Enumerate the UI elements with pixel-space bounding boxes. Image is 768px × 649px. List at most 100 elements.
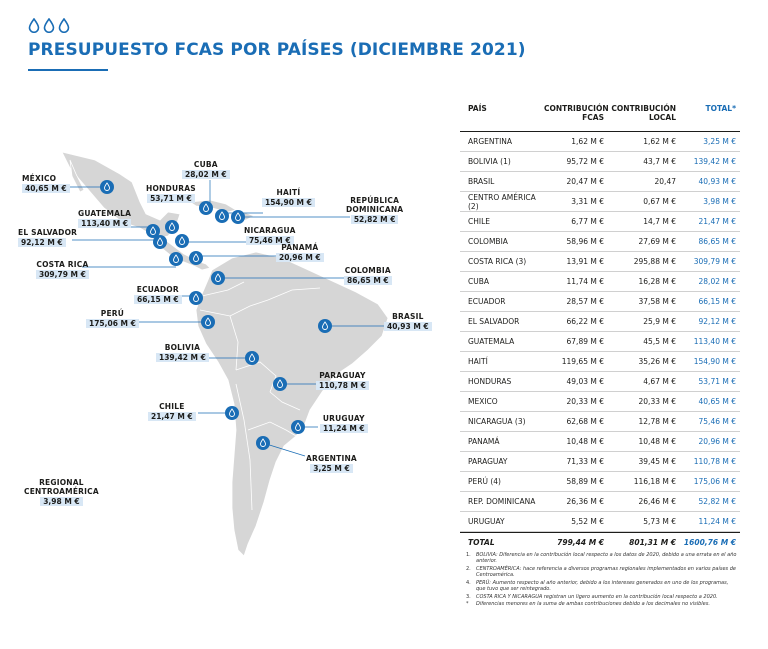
cell-country: PERÚ (4) — [468, 477, 501, 486]
cell-local: 39,45 M € — [638, 457, 676, 466]
cell-total: 52,82 M € — [698, 497, 736, 506]
footnote-key: 2. — [466, 565, 471, 572]
latin-america-map: MÉXICO 40,65 M € CUBA 28,02 M € HONDURAS 53… — [0, 130, 450, 570]
label-el-salvador: EL SALVADOR 92,12 M € — [18, 228, 78, 247]
cell-fcas: 49,03 M € — [566, 377, 604, 386]
label-costa-rica: COSTA RICA 309,79 M € — [36, 260, 89, 279]
cell-fcas: 66,22 M € — [566, 317, 604, 326]
total-local: 801,31 M € — [629, 538, 676, 547]
label-panama: PANAMÁ 20,96 M € — [276, 243, 324, 262]
cell-total: 309,79 M € — [693, 257, 736, 266]
map-marker-colombia — [211, 271, 225, 285]
budget-table: PAÍS CONTRIBUCIÓN FCAS CONTRIBUCIÓN LOCA… — [460, 100, 740, 552]
map-marker-honduras-2 — [175, 234, 189, 248]
cell-local: 26,46 M € — [638, 497, 676, 506]
table-row: ECUADOR 28,57 M € 37,58 M € 66,15 M € — [460, 292, 740, 312]
total-fcas: 799,44 M € — [557, 538, 604, 547]
cell-country: MEXICO — [468, 397, 498, 406]
cell-country: COLOMBIA — [468, 237, 508, 246]
cell-fcas: 20,47 M € — [566, 177, 604, 186]
map-marker-peru — [201, 315, 215, 329]
cell-fcas: 1,62 M € — [571, 137, 604, 146]
label-colombia: COLOMBIA 86,65 M € — [344, 266, 392, 285]
table-row: PARAGUAY 71,33 M € 39,45 M € 110,78 M € — [460, 452, 740, 472]
cell-total: 66,15 M € — [698, 297, 736, 306]
cell-fcas: 28,57 M € — [566, 297, 604, 306]
cell-fcas: 119,65 M € — [561, 357, 604, 366]
water-drop-icon — [43, 18, 55, 33]
table-body: ARGENTINA 1,62 M € 1,62 M € 3,25 M € BOLIVIA… — [460, 132, 740, 532]
label-cuba: CUBA 28,02 M € — [182, 160, 230, 179]
label-ecuador: ECUADOR 66,15 M € — [134, 285, 182, 304]
table-row: HONDURAS 49,03 M € 4,67 M € 53,71 M € — [460, 372, 740, 392]
cell-country: HONDURAS — [468, 377, 512, 386]
table-row: COLOMBIA 58,96 M € 27,69 M € 86,65 M € — [460, 232, 740, 252]
markers — [100, 180, 332, 450]
cell-local: 20,47 — [654, 177, 676, 186]
cell-country: GUATEMALA — [468, 337, 515, 346]
south-america-land — [195, 251, 389, 557]
total-label: TOTAL — [468, 538, 495, 547]
map-marker-brasil — [318, 319, 332, 333]
table-row: EL SALVADOR 66,22 M € 25,9 M € 92,12 M € — [460, 312, 740, 332]
cell-total: 40,93 M € — [698, 177, 736, 186]
cell-local: 37,58 M € — [638, 297, 676, 306]
table-row: CENTRO AMÉRICA (2) 3,31 M € 0,67 M € 3,98 M… — [460, 192, 740, 212]
label-bolivia: BOLIVIA 139,42 M € — [156, 343, 209, 362]
cell-total: 92,12 M € — [698, 317, 736, 326]
cell-local: 10,48 M € — [638, 437, 676, 446]
header-country: PAÍS — [468, 104, 487, 113]
table-row: URUGUAY 5,52 M € 5,73 M € 11,24 M € — [460, 512, 740, 532]
total-sum: 1600,76 M € — [683, 538, 736, 547]
cell-fcas: 67,89 M € — [566, 337, 604, 346]
cell-country: ARGENTINA — [468, 137, 513, 146]
map-marker-mexico — [100, 180, 114, 194]
cell-country: HAITÍ — [468, 357, 488, 366]
table-row: MEXICO 20,33 M € 20,33 M € 40,65 M € — [460, 392, 740, 412]
table-row: PERÚ (4) 58,89 M € 116,18 M € 175,06 M € — [460, 472, 740, 492]
label-uruguay: URUGUAY 11,24 M € — [320, 414, 368, 433]
footnote: 4. PERÚ: Aumento respecto al año anterior… — [466, 580, 738, 592]
map-marker-panama — [189, 251, 203, 265]
header-fcas: CONTRIBUCIÓN FCAS — [544, 104, 609, 122]
label-peru: PERÚ 175,06 M € — [86, 309, 139, 328]
label-guatemala: GUATEMALA 113,40 M € — [78, 209, 132, 228]
cell-total: 110,78 M € — [693, 457, 736, 466]
page-title: PRESUPUESTO FCAS POR PAÍSES (DICIEMBRE 2… — [28, 40, 526, 60]
map-marker-uruguay — [291, 420, 305, 434]
cell-fcas: 5,52 M € — [571, 517, 604, 526]
cell-fcas: 11,74 M € — [566, 277, 604, 286]
cell-local: 14,7 M € — [643, 217, 676, 226]
cell-country: CHILE — [468, 217, 491, 226]
cell-total: 113,40 M € — [693, 337, 736, 346]
table-row: NICARAGUA (3) 62,68 M € 12,78 M € 75,46 M € — [460, 412, 740, 432]
label-regional-centroamerica: REGIONAL CENTROAMÉRICA 3,98 M € — [24, 478, 99, 506]
footnote: 3. COSTA RICA Y NICARAGUA registran un li… — [466, 594, 738, 600]
footnote: 2. CENTROAMÉRICA: hace referencia a diver… — [466, 566, 738, 578]
map-marker-honduras — [199, 201, 213, 215]
cell-fcas: 20,33 M € — [566, 397, 604, 406]
cell-total: 11,24 M € — [698, 517, 736, 526]
water-drop-icon — [58, 18, 70, 33]
cell-local: 0,67 M € — [643, 197, 676, 206]
table-header: PAÍS CONTRIBUCIÓN FCAS CONTRIBUCIÓN LOCA… — [460, 100, 740, 132]
label-paraguay: PARAGUAY 110,78 M € — [316, 371, 369, 390]
cell-local: 45,5 M € — [643, 337, 676, 346]
cell-fcas: 71,33 M € — [566, 457, 604, 466]
cell-country: REP. DOMINICANA — [468, 497, 536, 506]
label-brasil: BRASIL 40,93 M € — [384, 312, 432, 331]
table-row: HAITÍ 119,65 M € 35,26 M € 154,90 M € — [460, 352, 740, 372]
title-underline — [28, 69, 108, 71]
cell-fcas: 95,72 M € — [566, 157, 604, 166]
map-marker-paraguay — [273, 377, 287, 391]
cell-country: BOLIVIA (1) — [468, 157, 511, 166]
cell-local: 35,26 M € — [638, 357, 676, 366]
cell-country: URUGUAY — [468, 517, 505, 526]
footnote-text: PERÚ: Aumento respecto al año anterior, … — [476, 579, 729, 593]
cell-local: 5,73 M € — [643, 517, 676, 526]
table-row: CUBA 11,74 M € 16,28 M € 28,02 M € — [460, 272, 740, 292]
table-row: BRASIL 20,47 M € 20,47 40,93 M € — [460, 172, 740, 192]
water-drops-logo — [28, 18, 70, 33]
label-nicaragua: NICARAGUA 75,46 M € — [244, 226, 296, 245]
cell-fcas: 3,31 M € — [571, 197, 604, 206]
